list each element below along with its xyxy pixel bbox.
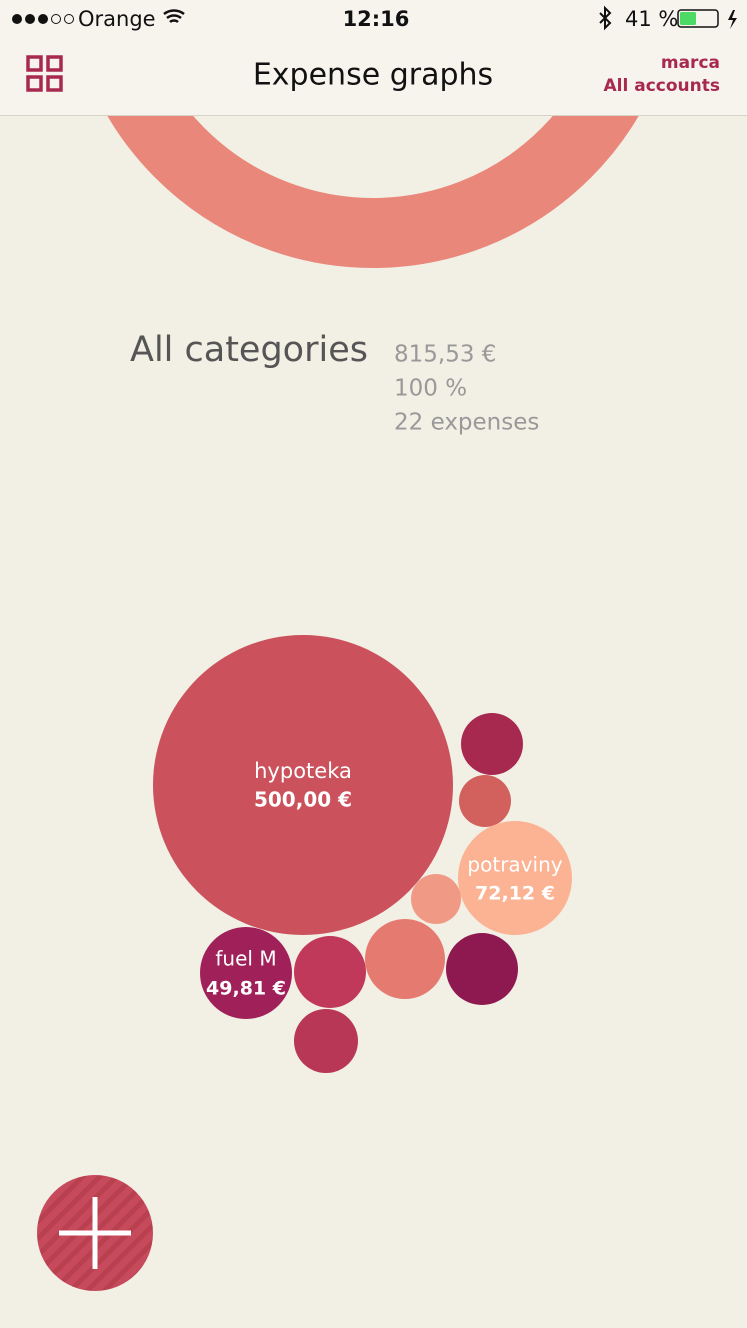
summary-title: All categories <box>130 330 368 370</box>
user-name[interactable]: marca <box>661 53 720 73</box>
bubble[interactable] <box>365 919 445 999</box>
bubble-label: hypoteka <box>254 759 352 783</box>
page-title: Expense graphs <box>253 58 493 93</box>
bubble-chart: hypoteka 500,00 € potraviny 72,12 € fuel… <box>153 635 572 1073</box>
bubble-label: fuel M <box>215 947 276 971</box>
bluetooth-icon <box>599 5 612 31</box>
bubble-label: potraviny <box>467 853 562 877</box>
summary-amount: 815,53 € <box>394 342 496 368</box>
bubble[interactable] <box>200 927 292 1019</box>
battery-fill <box>680 12 696 25</box>
bubble[interactable] <box>459 775 511 827</box>
bubble[interactable] <box>461 713 523 775</box>
add-button[interactable] <box>37 1175 153 1291</box>
charging-icon <box>728 10 737 29</box>
status-bar: Orange 12:16 41 % <box>12 5 737 31</box>
account-selector[interactable]: All accounts <box>604 76 721 96</box>
carrier: Orange <box>78 7 156 31</box>
signal <box>12 14 74 24</box>
bubble[interactable] <box>411 874 461 924</box>
battery-level: 41 % <box>625 7 678 31</box>
time: 12:16 <box>343 7 410 31</box>
summary-percent: 100 % <box>394 376 467 402</box>
donut-ring <box>67 0 679 268</box>
bubble[interactable] <box>153 635 453 935</box>
bubble-amount: 72,12 € <box>475 883 555 905</box>
bubble-amount: 500,00 € <box>254 788 352 812</box>
bubble-amount: 49,81 € <box>206 978 286 1000</box>
battery-icon <box>677 9 719 28</box>
summary-count: 22 expenses <box>394 410 539 436</box>
bubble[interactable] <box>294 936 366 1008</box>
bubble[interactable] <box>294 1009 358 1073</box>
bubble[interactable] <box>458 821 572 935</box>
wifi-icon <box>163 9 185 24</box>
bubble[interactable] <box>446 933 518 1005</box>
bubble-labels: hypoteka 500,00 € potraviny 72,12 € fuel… <box>206 759 563 1000</box>
menu-button[interactable] <box>26 55 63 92</box>
top-bar <box>0 0 747 115</box>
